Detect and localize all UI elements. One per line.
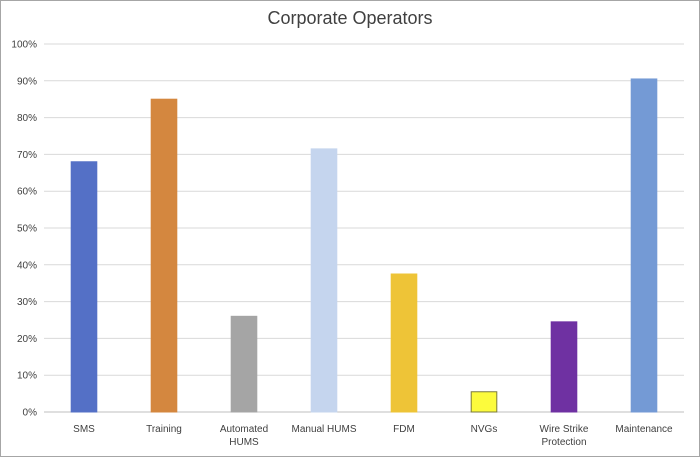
y-tick-label: 90% — [17, 76, 37, 87]
x-category-label: Training — [146, 424, 182, 435]
x-category-label: Maintenance — [615, 424, 673, 435]
y-tick-label: 0% — [23, 408, 38, 419]
bar — [70, 161, 98, 413]
x-category-label: Automated HUMS — [220, 424, 268, 448]
x-axis-labels: SMS Training Automated HUMS Manual HUMS FDM NV… — [73, 424, 673, 448]
x-category-label: Wire Strike Protection — [540, 424, 589, 448]
y-tick-label: 80% — [17, 113, 37, 124]
bar — [630, 78, 658, 413]
y-tick-label: 60% — [17, 187, 37, 198]
gridlines — [44, 43, 684, 413]
y-tick-label: 50% — [17, 224, 37, 235]
y-tick-label: 100% — [11, 40, 37, 51]
y-tick-label: 20% — [17, 334, 37, 345]
bar — [150, 98, 178, 413]
bar — [390, 273, 418, 413]
y-axis-ticks: 0% 10% 20% 30% 40% 50% 60% 70% 80% 90% 100% — [11, 40, 37, 419]
x-category-label: NVGs — [471, 424, 498, 435]
bar — [470, 391, 498, 413]
x-category-label: Manual HUMS — [291, 424, 356, 435]
x-category-label: SMS — [73, 424, 95, 435]
bars — [70, 78, 658, 413]
y-tick-label: 70% — [17, 150, 37, 161]
chart-title: Corporate Operators — [267, 8, 433, 28]
y-tick-label: 10% — [17, 371, 37, 382]
y-tick-label: 30% — [17, 297, 37, 308]
x-category-label: FDM — [393, 424, 415, 435]
bar — [230, 315, 258, 413]
bar — [310, 148, 338, 413]
bar — [550, 321, 578, 413]
y-tick-label: 40% — [17, 260, 37, 271]
